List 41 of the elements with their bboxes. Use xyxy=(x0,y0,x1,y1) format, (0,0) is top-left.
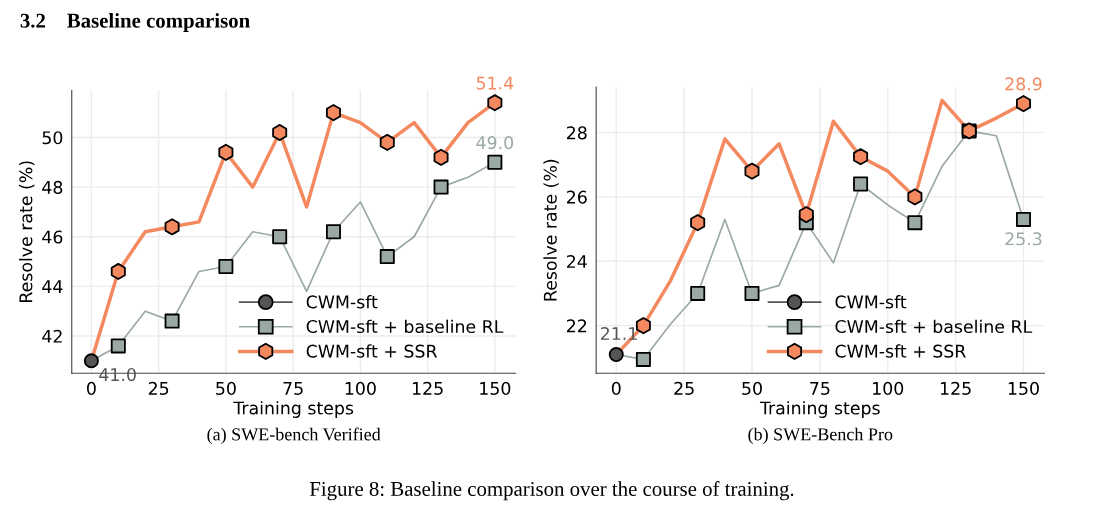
x-tick-label: 25 xyxy=(148,381,169,395)
text: 3.2 Baseline comparison xyxy=(20,13,250,32)
x-tick-label: 125 xyxy=(940,381,971,395)
legend-label: CWM-sft + baseline RL xyxy=(306,319,504,334)
y-axis-title: Resolve rate (%) xyxy=(543,159,559,301)
x-tick-label: 150 xyxy=(480,381,511,395)
x-tick-label: 75 xyxy=(810,382,830,395)
y-tick-label: 22 xyxy=(567,319,587,333)
x-tick-label: 100 xyxy=(873,381,904,395)
data-label: 49.0 xyxy=(476,136,514,150)
x-tick-label: 0 xyxy=(611,381,621,395)
data-label: 25.3 xyxy=(1005,232,1042,246)
y-tick-label: 44 xyxy=(42,280,63,293)
y-tick-label: 42 xyxy=(42,329,62,343)
legend-label: CWM-sft + baseline RL xyxy=(835,319,1033,334)
x-tick-label: 75 xyxy=(283,382,303,395)
x-tick-label: 50 xyxy=(742,381,762,395)
y-tick-label: 28 xyxy=(567,126,587,140)
x-tick-label: 0 xyxy=(87,381,96,395)
text: (a) SWE-bench Verified xyxy=(207,427,381,445)
legend-label: CWM-sft + SSR xyxy=(835,344,966,358)
data-label: 51.4 xyxy=(476,76,514,90)
data-label: 28.9 xyxy=(1005,77,1042,91)
legend-label: CWM-sft + SSR xyxy=(306,344,438,358)
caption: Figure 8: Baseline comparison over the course of training. xyxy=(309,481,794,501)
legend-label: CWM-sft xyxy=(306,295,378,309)
y-tick-label: 50 xyxy=(42,131,63,145)
legend-label: CWM-sft xyxy=(835,295,907,309)
x-axis-title: Training steps xyxy=(759,401,880,418)
x-tick-label: 50 xyxy=(216,381,236,395)
y-axis-title: Resolve rate (%) xyxy=(18,161,35,302)
x-tick-label: 150 xyxy=(1008,381,1039,395)
y-tick-label: 48 xyxy=(42,180,63,194)
x-tick-label: 125 xyxy=(412,381,443,395)
x-tick-label: 100 xyxy=(345,381,376,395)
x-tick-label: 25 xyxy=(674,381,694,395)
y-tick-label: 24 xyxy=(567,254,587,268)
y-tick-label: 46 xyxy=(42,230,63,244)
y-tick-label: 26 xyxy=(567,190,587,204)
text: (b) SWE-Bench Pro xyxy=(748,427,893,445)
x-axis-title: Training steps xyxy=(233,401,354,418)
